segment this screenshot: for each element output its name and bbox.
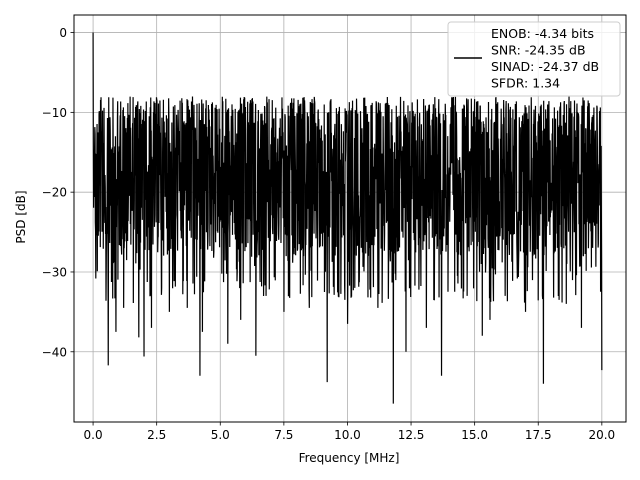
y-tick-label: −30 (42, 265, 67, 279)
x-tick-label: 10.0 (334, 428, 361, 442)
x-tick-label: 2.5 (147, 428, 166, 442)
x-tick-label: 12.5 (398, 428, 425, 442)
y-axis-label: PSD [dB] (14, 190, 28, 243)
y-tick-label: 0 (59, 26, 67, 40)
legend-entry: SNR: -24.35 dB (491, 43, 586, 58)
x-tick-label: 17.5 (525, 428, 552, 442)
legend-box (447, 21, 621, 97)
y-tick-label: −40 (42, 345, 67, 359)
legend-entry: SFDR: 1.34 (491, 76, 560, 91)
plot-frame (73, 14, 627, 423)
x-tick-label: 7.5 (274, 428, 293, 442)
y-tick-label: −10 (42, 106, 67, 120)
series-layer (92, 32, 603, 404)
y-axis-ticks: 0 −10 −20 −30 −40 (42, 26, 74, 359)
x-axis-ticks: 0.0 2.5 5.0 7.5 10.0 12.5 15.0 17.5 20.0 (84, 422, 615, 442)
x-axis-label: Frequency [MHz] (299, 451, 400, 465)
y-tick-label: −20 (42, 186, 67, 200)
x-tick-label: 0.0 (84, 428, 103, 442)
x-tick-label: 5.0 (211, 428, 230, 442)
x-tick-label: 20.0 (588, 428, 615, 442)
legend-entry: ENOB: -4.34 bits (491, 26, 594, 41)
psd-series-line (92, 32, 603, 404)
x-tick-label: 15.0 (461, 428, 488, 442)
legend-entry: SINAD: -24.37 dB (491, 59, 599, 74)
